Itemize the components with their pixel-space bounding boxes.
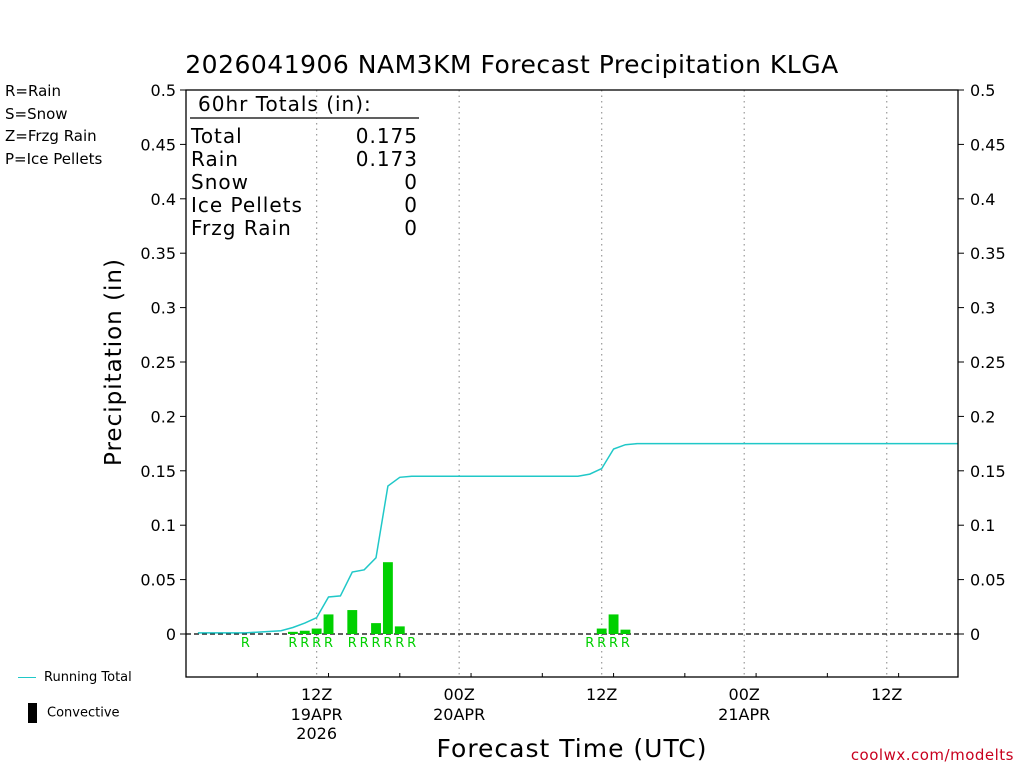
totals-row-value: 0.175 <box>356 124 418 148</box>
site-credit: coolwx.com/modelts <box>850 746 1014 764</box>
legend-convective: Convective <box>28 703 120 723</box>
y-tick-label-right: 0.3 <box>970 299 995 318</box>
precip-type-marker: R <box>360 636 369 651</box>
precip-bar <box>287 631 298 634</box>
x-tick-date: 20APR <box>433 705 485 724</box>
precip-bar <box>347 610 358 634</box>
x-tick-label: 12Z <box>586 685 617 704</box>
x-axis-label: Forecast Time (UTC) <box>436 734 708 763</box>
precip-type-marker: R <box>241 636 250 651</box>
y-tick-label-left: 0.2 <box>151 407 176 426</box>
y-tick-label-right: 0.05 <box>970 571 1006 590</box>
precip-bar <box>608 614 619 634</box>
precip-bar <box>371 623 381 634</box>
y-tick-label-right: 0 <box>970 625 980 644</box>
totals-row-value: 0.173 <box>356 147 418 171</box>
precip-type-marker: R <box>300 636 309 651</box>
precip-bar <box>323 614 334 634</box>
totals-row-value: 0 <box>404 193 418 217</box>
precip-bar <box>394 626 405 634</box>
y-tick-label-left: 0.15 <box>140 462 176 481</box>
legend-running-total-label: Running Total <box>44 670 132 685</box>
y-tick-label-left: 0 <box>166 625 176 644</box>
precip-type-marker: R <box>407 636 416 651</box>
precip-type-marker: R <box>312 636 321 651</box>
x-tick-year: 2026 <box>296 724 337 743</box>
y-tick-label-left: 0.5 <box>151 81 176 100</box>
y-tick-label-right: 0.15 <box>970 462 1006 481</box>
y-tick-label-left: 0.25 <box>140 353 176 372</box>
y-tick-label-right: 0.1 <box>970 516 995 535</box>
precip-type-marker: R <box>383 636 392 651</box>
totals-row-value: 0 <box>404 170 418 194</box>
x-tick-label: 12Z <box>301 685 332 704</box>
y-tick-label-left: 0.1 <box>151 516 176 535</box>
precip-type-marker: R <box>324 636 333 651</box>
precip-bar <box>311 628 322 634</box>
precip-type-marker: R <box>609 636 618 651</box>
legend-snow: S=Snow <box>5 105 68 123</box>
x-tick-label: 00Z <box>444 685 475 704</box>
x-tick-label: 00Z <box>729 685 760 704</box>
precip-type-marker: R <box>621 636 630 651</box>
precip-type-marker: R <box>348 636 357 651</box>
precip-type-marker: R <box>597 636 606 651</box>
totals-row-label: Frzg Rain <box>191 216 292 240</box>
y-tick-label-left: 0.35 <box>140 244 176 263</box>
y-tick-label-left: 0.3 <box>151 299 176 318</box>
y-tick-label-right: 0.4 <box>970 190 995 209</box>
totals-row-label: Rain <box>191 147 239 171</box>
precip-bar <box>596 628 607 634</box>
legend-frzg-rain: Z=Frzg Rain <box>5 127 97 145</box>
x-tick-label: 12Z <box>871 685 902 704</box>
y-tick-label-left: 0.45 <box>140 135 176 154</box>
legend-rain: R=Rain <box>5 82 61 100</box>
totals-row-value: 0 <box>404 216 418 240</box>
precip-bar <box>620 629 631 634</box>
precip-type-marker: R <box>395 636 404 651</box>
precip-bar <box>382 562 393 634</box>
y-tick-label-left: 0.05 <box>140 571 176 590</box>
y-tick-label-right: 0.25 <box>970 353 1006 372</box>
chart-title: 2026041906 NAM3KM Forecast Precipitation… <box>185 50 839 79</box>
totals-heading: 60hr Totals (in): <box>198 92 372 116</box>
y-tick-label-right: 0.2 <box>970 407 995 426</box>
precip-type-marker: R <box>585 636 594 651</box>
y-tick-label-right: 0.45 <box>970 135 1006 154</box>
y-tick-label-left: 0.4 <box>151 190 176 209</box>
y-tick-label-right: 0.35 <box>970 244 1006 263</box>
legend-ice-pellets: P=Ice Pellets <box>5 150 103 168</box>
running-total-swatch-icon <box>18 677 36 678</box>
precip-type-marker: R <box>372 636 381 651</box>
x-tick-date: 21APR <box>718 705 770 724</box>
totals-row-label: Snow <box>191 170 249 194</box>
legend-convective-label: Convective <box>47 705 120 721</box>
legend-running-total: Running Total <box>18 670 132 685</box>
precip-type-marker: R <box>288 636 297 651</box>
y-tick-label-right: 0.5 <box>970 81 995 100</box>
totals-row-label: Total <box>190 124 243 148</box>
convective-swatch-icon <box>28 703 37 723</box>
totals-row-label: Ice Pellets <box>191 193 303 217</box>
plot-frame <box>185 89 959 678</box>
x-tick-date: 19APR <box>291 705 343 724</box>
precip-bar <box>299 630 310 634</box>
running-total-line <box>197 442 958 634</box>
